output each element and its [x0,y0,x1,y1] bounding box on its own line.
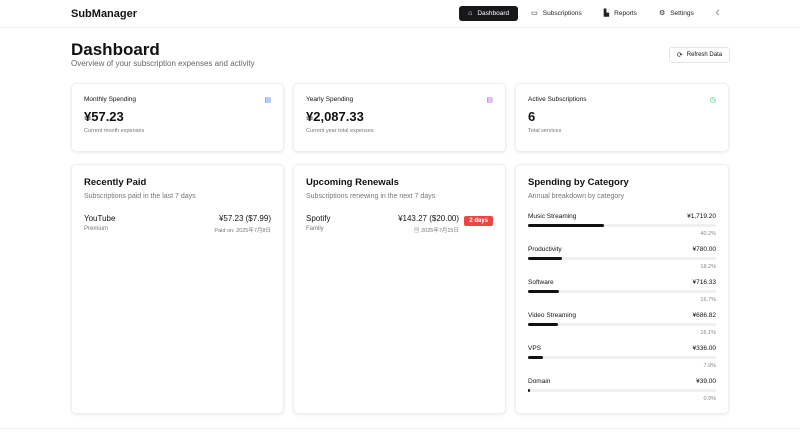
page-subtitle: Overview of your subscription expenses a… [71,59,255,68]
nav-dashboard[interactable]: ⌂ Dashboard [459,6,519,21]
category-percent: 40.2% [700,231,716,237]
nav-label: Reports [614,10,637,17]
category-progress-fill [528,290,560,293]
category-row: Productivity ¥780.00 18.2% [528,246,716,276]
category-amount: ¥1,719.20 [687,213,716,220]
item-name: YouTube [84,214,116,223]
category-amount: ¥716.33 [692,279,717,286]
recently-paid-card: Recently Paid Subscriptions paid in the … [71,164,284,414]
item-plan: Premium [84,226,109,232]
footer-divider [0,428,800,429]
category-row: Music Streaming ¥1,719.20 40.2% [528,213,716,243]
spending-by-category-card: Spending by Category Annual breakdown by… [515,164,729,414]
nav-label: Dashboard [477,10,510,17]
card-title: Recently Paid [84,177,147,188]
credit-card-icon: ▭ [531,10,538,17]
stat-value: 6 [528,109,536,124]
category-name: Productivity [528,246,562,253]
list-item[interactable]: Spotify Family ¥143.27 ($20.00) ▤ 2025年7月… [306,214,493,234]
category-progress-bar [528,389,716,392]
list-item[interactable]: YouTube Premium ¥57.23 ($7.99) Paid on: 2… [84,214,271,234]
category-progress-fill [528,257,563,260]
refresh-data-button[interactable]: ⟳ Refresh Data [669,47,730,63]
card-title: Spending by Category [528,177,629,188]
card-description: Subscriptions paid in the last 7 days [84,193,196,200]
item-date: Paid on: 2025年7月8日 [214,228,271,234]
days-left-badge: 2 days [464,216,493,226]
active-subscriptions-card: Active Subscriptions ◷ 6 Total services [515,83,729,152]
category-percent: 7.9% [703,363,716,369]
page-title: Dashboard [71,40,160,59]
category-row: Software ¥716.33 16.7% [528,279,716,309]
category-amount: ¥336.00 [692,345,717,352]
brand-logo[interactable]: SubManager [71,7,138,20]
category-percent: 16.7% [700,297,716,303]
category-progress-bar [528,224,716,227]
upcoming-renewals-card: Upcoming Renewals Subscriptions renewing… [293,164,506,414]
category-progress-fill [528,389,530,392]
category-name: Software [528,279,554,286]
stat-value: ¥2,087.33 [306,109,364,124]
stat-label: Active Subscriptions [528,96,587,103]
clock-icon: ◷ [709,97,716,104]
top-nav-bar: SubManager ⌂ Dashboard ▭ Subscriptions ▙ Re… [0,0,800,28]
category-progress-fill [528,323,559,326]
category-row: VPS ¥336.00 7.9% [528,345,716,375]
nav-label: Subscriptions [542,10,582,17]
bar-chart-icon: ▙ [603,10,610,17]
stat-note: Current month expenses [84,128,145,134]
item-amount: ¥57.23 ($7.99) [218,214,271,223]
category-row: Video Streaming ¥686.82 16.1% [528,312,716,342]
category-row: Domain ¥39.00 0.9% [528,378,716,408]
card-title: Upcoming Renewals [306,177,399,188]
category-progress-bar [528,257,716,260]
category-progress-fill [528,356,543,359]
category-amount: ¥686.82 [692,312,717,319]
category-progress-bar [528,290,716,293]
item-name: Spotify [306,214,331,223]
category-percent: 16.1% [700,330,716,336]
home-icon: ⌂ [468,10,473,17]
category-percent: 18.2% [700,264,716,270]
stat-label: Yearly Spending [306,96,354,103]
stat-note: Current year total expenses [306,128,374,134]
category-name: Domain [528,378,551,385]
calendar-icon: ▤ [414,228,422,234]
yearly-spending-card: Yearly Spending ▤ ¥2,087.33 Current year… [293,83,506,152]
monthly-spending-card: Monthly Spending ▤ ¥57.23 Current month … [71,83,284,152]
calendar-icon: ▤ [486,97,493,104]
calendar-icon: ▤ [264,97,271,104]
card-description: Annual breakdown by category [528,193,625,200]
category-amount: ¥780.00 [692,246,717,253]
item-amount: ¥143.27 ($20.00) [398,214,459,223]
card-description: Subscriptions renewing in the next 7 day… [306,193,436,200]
category-name: Music Streaming [528,213,577,220]
nav-reports[interactable]: ▙ Reports [595,6,646,21]
gear-icon: ⚙ [658,10,666,17]
nav-subscriptions[interactable]: ▭ Subscriptions [522,6,591,21]
category-name: VPS [528,345,542,352]
category-amount: ¥39.00 [696,378,716,385]
nav-label: Settings [670,10,694,17]
moon-icon: ☾ [715,10,722,17]
nav-menu: ⌂ Dashboard ▭ Subscriptions ▙ Reports ⚙ Sett… [459,6,731,21]
category-progress-bar [528,356,716,359]
stat-note: Total services [528,128,562,134]
category-name: Video Streaming [528,312,576,319]
item-date: 2025年7月15日 [421,228,459,234]
nav-settings[interactable]: ⚙ Settings [650,6,703,21]
item-plan: Family [306,226,324,232]
stat-label: Monthly Spending [84,96,137,103]
refresh-label: Refresh Data [686,52,723,58]
stat-value: ¥57.23 [84,109,124,124]
category-percent: 0.9% [703,396,716,402]
refresh-icon: ⟳ [676,51,683,59]
category-progress-fill [528,224,604,227]
category-progress-bar [528,323,716,326]
theme-toggle-button[interactable]: ☾ [707,6,731,21]
